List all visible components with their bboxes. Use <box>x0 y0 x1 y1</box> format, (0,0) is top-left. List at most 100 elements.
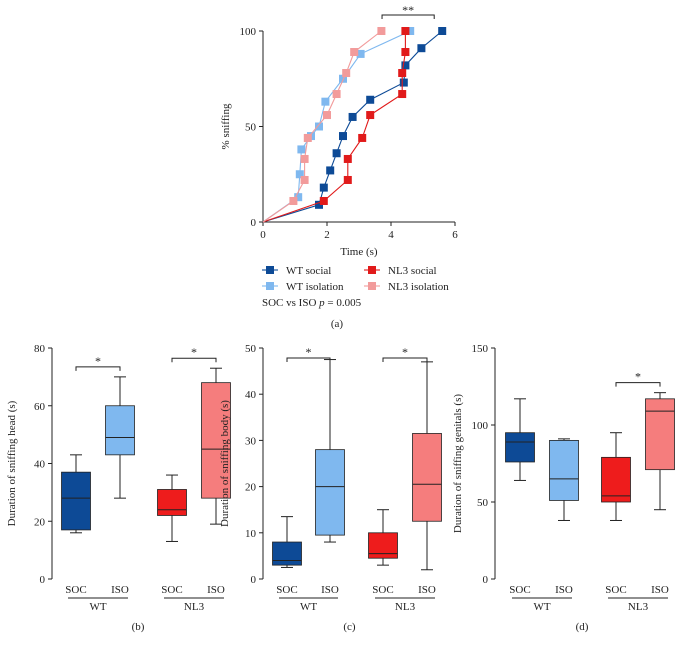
panel-c-y-tick-label: 40 <box>245 389 257 401</box>
a-legend-marker <box>266 282 274 290</box>
panel-b-y-tick-label: 40 <box>34 459 46 471</box>
a-data-point <box>366 95 375 104</box>
a-series-line <box>262 31 406 223</box>
panel-b-y-tick-label: 60 <box>34 401 46 413</box>
a-data-point <box>297 145 306 154</box>
panel-c-box <box>412 433 442 522</box>
panel-d-box <box>549 439 579 501</box>
a-data-point <box>303 133 312 142</box>
a-legend-marker <box>368 266 376 274</box>
a-data-point <box>315 200 323 209</box>
panel-d-category-label: SOC <box>509 584 530 596</box>
a-data-point <box>401 27 410 35</box>
panel-c-y-tick-label: 10 <box>245 528 257 540</box>
a-legend-label: WT social <box>286 265 331 277</box>
panel-b-group-label: WT <box>89 601 106 613</box>
panel-c-category-label: ISO <box>321 584 339 596</box>
a-data-point <box>398 90 407 99</box>
a-data-point <box>366 111 375 120</box>
panel-c-category-label: ISO <box>418 584 436 596</box>
panel-d-group-label: NL3 <box>628 601 649 613</box>
a-data-point <box>339 132 347 141</box>
panel-b-significance-label: * <box>191 345 197 359</box>
a-x-tick-label: 6 <box>452 229 458 241</box>
panel-d-box <box>645 398 675 471</box>
panel-b-label: (b) <box>132 621 145 633</box>
panel-d-y-tick-label: 150 <box>472 343 489 355</box>
a-data-point <box>356 49 365 58</box>
panel-d-category-label: ISO <box>555 584 573 596</box>
panel-b-significance-bracket <box>75 366 121 371</box>
a-data-point <box>417 44 426 53</box>
panel-c-box <box>272 541 302 566</box>
a-data-point <box>343 175 352 184</box>
a-stat-text: SOC vs ISO p = 0.005 <box>262 297 362 309</box>
panel-c-box <box>368 532 398 559</box>
a-data-point <box>438 27 447 35</box>
a-data-point <box>323 111 331 120</box>
panel-d-label: (d) <box>576 621 589 633</box>
panel-b-y-tick-label: 80 <box>34 343 46 355</box>
a-data-point <box>326 166 335 175</box>
a-data-point <box>300 175 309 184</box>
panel-c-significance-label: * <box>402 345 408 359</box>
panel-b-group-label: NL3 <box>184 601 205 613</box>
a-data-point <box>342 69 351 78</box>
panel-d-y-tick-label: 100 <box>472 420 489 432</box>
a-data-point <box>406 27 415 35</box>
panel-c-group-label: WT <box>300 601 317 613</box>
panel-d-category-label: ISO <box>651 584 669 596</box>
panel-c-box <box>315 449 345 536</box>
a-data-point <box>398 69 407 78</box>
a-data-point <box>401 48 410 57</box>
panel-b-significance-label: * <box>95 354 101 368</box>
panel-c-significance-bracket <box>382 357 428 362</box>
panel-b-category-label: SOC <box>161 584 182 596</box>
panel-d-significance-label: * <box>635 370 641 384</box>
a-panel-label: (a) <box>331 318 344 330</box>
a-legend-label: NL3 social <box>388 265 437 277</box>
a-significance-label: ** <box>402 3 414 17</box>
a-legend-label: WT isolation <box>286 281 344 293</box>
a-x-tick-label: 2 <box>324 229 330 241</box>
a-data-point <box>343 154 352 163</box>
a-data-point <box>295 170 304 179</box>
a-significance-bracket <box>381 14 435 19</box>
panel-d-y-tick-label: 0 <box>483 574 489 586</box>
a-x-tick-label: 4 <box>388 229 394 241</box>
panel-c-group-label: NL3 <box>395 601 416 613</box>
panel-b-y-axis-label: Duration of sniffing head (s) <box>6 400 18 526</box>
panel-c-y-tick-label: 20 <box>245 482 257 494</box>
a-data-point <box>401 61 410 70</box>
a-data-point <box>332 149 341 158</box>
panel-b-category-label: ISO <box>111 584 129 596</box>
a-series-line <box>262 30 411 223</box>
panel-c-y-tick-label: 50 <box>245 343 257 355</box>
panel-c-y-tick-label: 0 <box>251 574 257 586</box>
panel-c-category-label: SOC <box>276 584 297 596</box>
a-data-point <box>315 122 323 131</box>
panel-b-category-label: ISO <box>207 584 225 596</box>
panel-b-y-tick-label: 20 <box>34 516 46 528</box>
a-x-tick-label: 0 <box>260 229 266 241</box>
panel-d-group-label: WT <box>533 601 550 613</box>
panel-b-box <box>61 471 91 531</box>
a-y-tick-label: 50 <box>245 122 257 134</box>
panel-d-box <box>505 432 535 463</box>
panel-b-category-label: SOC <box>65 584 86 596</box>
panel-c-significance-bracket <box>286 357 331 362</box>
a-series-line <box>262 30 382 223</box>
a-data-point <box>358 133 367 142</box>
a-data-point <box>377 27 386 35</box>
panel-c-y-tick-label: 30 <box>245 435 257 447</box>
panel-d-y-tick-label: 50 <box>477 497 489 509</box>
a-data-point <box>399 78 408 87</box>
panel-b-box <box>201 382 231 499</box>
panel-b-significance-bracket <box>171 357 217 363</box>
panel-b-box <box>105 405 135 456</box>
a-y-tick-label: 0 <box>251 217 257 229</box>
a-y-axis-label: % sniffing <box>220 103 232 149</box>
panel-b-box <box>157 489 187 516</box>
a-data-point <box>348 112 357 121</box>
